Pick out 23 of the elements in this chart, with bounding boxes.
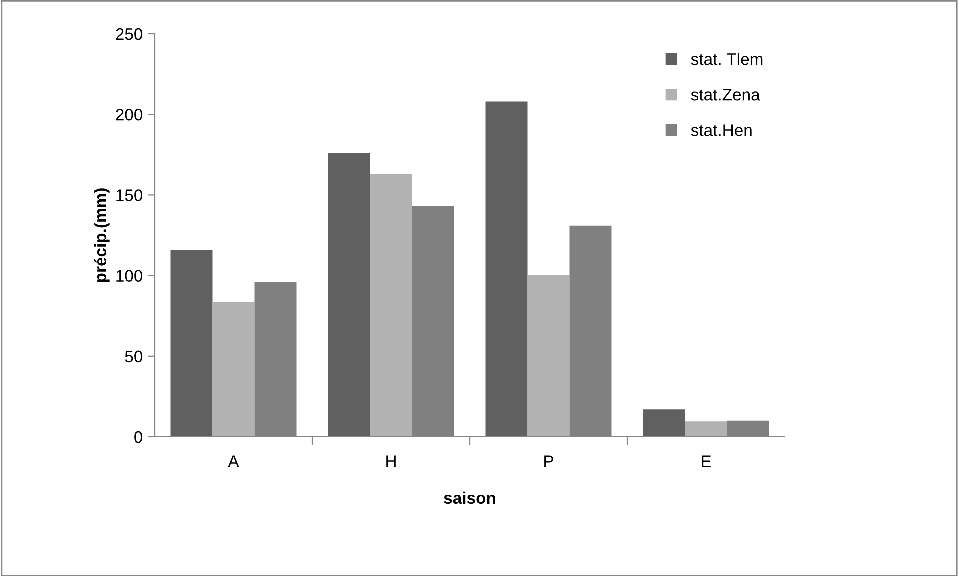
legend-label: stat.Zena: [691, 89, 760, 101]
bar: [212, 302, 255, 437]
y-tick-label: 250: [116, 28, 143, 40]
bar: [328, 153, 370, 437]
y-tick-label: 200: [116, 109, 143, 121]
x-tick-label: A: [228, 456, 240, 468]
y-tick-label: 0: [134, 431, 143, 444]
y-tick-label: 100: [116, 270, 143, 282]
bar: [170, 250, 213, 437]
legend-label: stat. Tlem: [691, 53, 763, 66]
bar: [685, 422, 728, 437]
bar: [643, 410, 686, 437]
y-axis-title: précip.(mm): [94, 188, 110, 282]
bar: [370, 174, 412, 437]
bar: [486, 102, 528, 437]
y-tick-label: 150: [116, 190, 143, 202]
x-tick-label: E: [702, 456, 712, 468]
bar: [528, 274, 570, 437]
x-tick-label: P: [544, 456, 554, 468]
x-axis-title: saison: [444, 492, 496, 504]
y-tick-label: 50: [125, 350, 143, 363]
legend-label: stat.Hen: [691, 124, 752, 136]
x-tick-label: H: [386, 456, 396, 468]
